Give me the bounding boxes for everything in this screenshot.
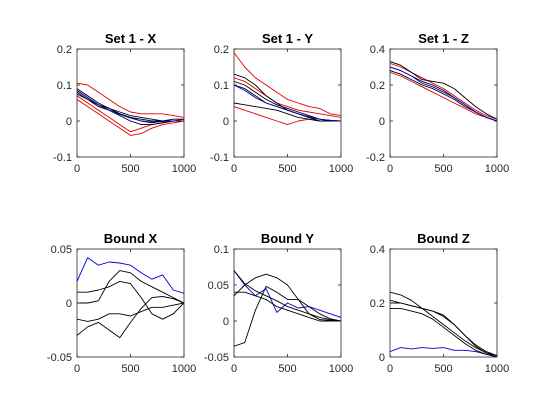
- y-tick-label: -0.1: [210, 152, 229, 164]
- y-tick-label: 0: [379, 116, 385, 128]
- y-tick-label: 0.4: [370, 244, 385, 256]
- series-line-1: [390, 347, 497, 357]
- y-tick-label: -0.2: [366, 152, 385, 164]
- chart-title: Bound Z: [417, 231, 470, 246]
- chart-title: Set 1 - Z: [418, 31, 469, 46]
- series-line-3: [390, 61, 497, 120]
- series-group: [390, 291, 497, 357]
- series-line-4: [390, 302, 497, 357]
- chart-title: Bound Y: [261, 231, 315, 246]
- y-tick-label: 0.2: [57, 44, 72, 56]
- series-line-8: [234, 84, 341, 122]
- y-tick-label: 0.2: [370, 298, 385, 310]
- x-tick-label: 500: [434, 163, 452, 175]
- series-line-2: [77, 270, 184, 304]
- chart-title: Set 1 - Y: [262, 31, 313, 46]
- x-tick-label: 1000: [485, 363, 509, 375]
- x-tick-label: 0: [74, 163, 80, 175]
- x-tick-label: 0: [74, 363, 80, 375]
- x-tick-label: 0: [231, 363, 237, 375]
- axes-box: [389, 48, 498, 158]
- series-line-1: [390, 62, 497, 120]
- x-tick-label: 1000: [329, 163, 353, 175]
- y-tick-label: 0: [223, 316, 229, 328]
- series-group: [234, 52, 341, 126]
- series-group: [390, 61, 497, 122]
- series-line-2: [234, 77, 341, 118]
- y-tick-label: -0.1: [53, 152, 72, 164]
- x-tick-label: 1000: [172, 163, 196, 175]
- series-line-1: [77, 257, 184, 294]
- y-tick-label: 0.1: [57, 80, 72, 92]
- series-line-8: [77, 89, 184, 123]
- y-tick-label: 0.05: [208, 280, 229, 292]
- x-tick-label: 1000: [172, 363, 196, 375]
- x-tick-label: 500: [121, 363, 139, 375]
- series-group: [77, 82, 184, 136]
- x-tick-label: 0: [387, 163, 393, 175]
- axes-box: [389, 248, 498, 358]
- series-line-4: [77, 302, 184, 322]
- x-tick-label: 0: [387, 363, 393, 375]
- series-line-6: [390, 66, 497, 122]
- y-tick-label: 0.1: [214, 80, 229, 92]
- series-line-4: [234, 285, 341, 347]
- chart-title: Set 1 - X: [105, 31, 157, 46]
- y-tick-label: 0: [66, 298, 72, 310]
- x-tick-label: 500: [278, 163, 296, 175]
- series-line-1: [234, 270, 341, 318]
- x-tick-label: 1000: [485, 163, 509, 175]
- x-tick-label: 500: [434, 363, 452, 375]
- y-tick-label: 0.4: [370, 44, 385, 56]
- axes-box: [76, 248, 185, 358]
- axes-box: [233, 48, 342, 158]
- y-tick-label: -0.05: [204, 352, 229, 364]
- series-group: [234, 270, 341, 347]
- y-tick-label: 0.2: [214, 44, 229, 56]
- y-tick-label: 0: [379, 352, 385, 364]
- chart-title: Bound X: [104, 231, 158, 246]
- x-tick-label: 500: [278, 363, 296, 375]
- series-group: [77, 257, 184, 339]
- series-line-6: [234, 102, 341, 122]
- series-line-2: [390, 291, 497, 357]
- series-line-3: [77, 280, 184, 320]
- series-line-1: [77, 82, 184, 118]
- y-tick-label: 0: [223, 116, 229, 128]
- y-tick-label: 0: [66, 116, 72, 128]
- series-line-7: [77, 93, 184, 122]
- x-tick-label: 1000: [329, 363, 353, 375]
- y-tick-label: -0.05: [47, 352, 72, 364]
- series-line-3: [234, 273, 341, 322]
- series-line-2: [234, 270, 341, 322]
- series-line-2: [77, 98, 184, 136]
- series-line-1: [234, 52, 341, 117]
- series-line-5: [390, 307, 497, 357]
- y-tick-label: 0.1: [214, 244, 229, 256]
- series-line-5: [77, 296, 184, 339]
- x-tick-label: 0: [231, 163, 237, 175]
- series-line-2: [390, 71, 497, 122]
- series-line-5: [234, 291, 341, 322]
- y-tick-label: 0.2: [370, 80, 385, 92]
- y-tick-label: 0.05: [51, 244, 72, 256]
- x-tick-label: 500: [121, 163, 139, 175]
- panel-6: 0 500 1000 0 0.2 0.4 Bound Z: [370, 231, 510, 375]
